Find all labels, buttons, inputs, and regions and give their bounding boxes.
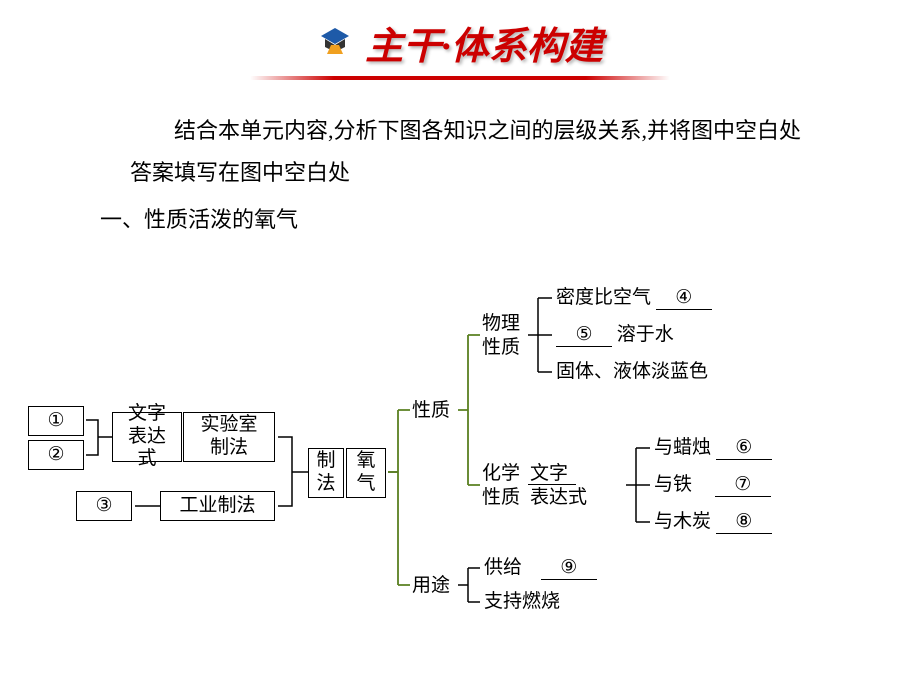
blank-1-label: ① (47, 410, 64, 433)
blank-6-label: ⑥ (716, 437, 772, 460)
blank-7-label: ⑦ (715, 474, 771, 497)
blank-2-label: ② (47, 444, 64, 467)
subtitle: 一、性质活泼的氧气 (100, 202, 820, 234)
blank-2: ② (28, 440, 84, 470)
label-gongji: 供给 (484, 557, 522, 578)
label-mutan: 与木炭 (654, 511, 711, 532)
row-lazhu: 与蜡烛 ⑥ (654, 437, 772, 460)
box-zhifa: 制 法 (308, 448, 344, 498)
blank-4-label: ④ (656, 287, 712, 310)
blank-9-label: ⑨ (541, 557, 597, 580)
label-tie: 与铁 (654, 474, 692, 495)
blank-4: ④ (656, 287, 712, 310)
box-shiyanshi-label: 实验室 制法 (200, 414, 257, 460)
box-shiyanshi: 实验室 制法 (183, 412, 275, 462)
page-header: 主干·体系构建 (0, 0, 920, 80)
blank-6: ⑥ (716, 437, 772, 460)
box-wenzi: 文字 表达式 (112, 412, 182, 462)
box-zhifa-label: 制 法 (316, 450, 335, 496)
row-gongji: 供给 ⑨ (484, 557, 597, 580)
box-yangqi-label: 氧 气 (356, 450, 375, 496)
concept-diagram: ① ② 文字 表达式 实验室 制法 ③ 工业制法 制 法 氧 气 性质 用途 物… (20, 280, 900, 660)
blank-1: ① (28, 406, 84, 436)
underline-wenzi (528, 484, 576, 485)
row-midu: 密度比空气 ④ (556, 287, 712, 310)
label-xingzhi: 性质 (412, 400, 450, 423)
label-guti: 固体、液体淡蓝色 (556, 361, 708, 384)
blank-7: ⑦ (715, 474, 771, 497)
label-lazhu: 与蜡烛 (654, 437, 711, 458)
row-rongyu: ⑤ 溶于水 (556, 324, 674, 347)
label-zhichi: 支持燃烧 (484, 591, 560, 614)
header-title: 主干·体系构建 (365, 15, 603, 70)
header-underline (250, 76, 670, 80)
label-wenzi2: 文字 表达式 (530, 462, 587, 510)
row-tie: 与铁 ⑦ (654, 474, 771, 497)
box-wenzi-label: 文字 表达式 (119, 403, 175, 471)
blank-3: ③ (76, 491, 132, 521)
box-gongye-label: 工业制法 (179, 495, 255, 518)
blank-8-label: ⑧ (716, 511, 772, 534)
label-huaxue: 化学 性质 (482, 462, 520, 510)
label-yongtu: 用途 (412, 575, 450, 598)
box-gongye: 工业制法 (160, 491, 275, 521)
label-wuli: 物理 性质 (482, 312, 520, 360)
label-rongyu: 溶于水 (617, 324, 674, 345)
blank-8: ⑧ (716, 511, 772, 534)
blank-9: ⑨ (541, 557, 597, 580)
row-mutan: 与木炭 ⑧ (654, 511, 772, 534)
blank-5: ⑤ (556, 324, 612, 347)
label-midu: 密度比空气 (556, 287, 651, 308)
blank-3-label: ③ (95, 495, 112, 518)
header-icon (317, 22, 353, 63)
intro-text: 结合本单元内容,分析下图各知识之间的层级关系,并将图中空白处答案填写在图中空白处 (130, 110, 820, 194)
box-yangqi: 氧 气 (346, 448, 386, 498)
blank-5-label: ⑤ (556, 324, 612, 347)
